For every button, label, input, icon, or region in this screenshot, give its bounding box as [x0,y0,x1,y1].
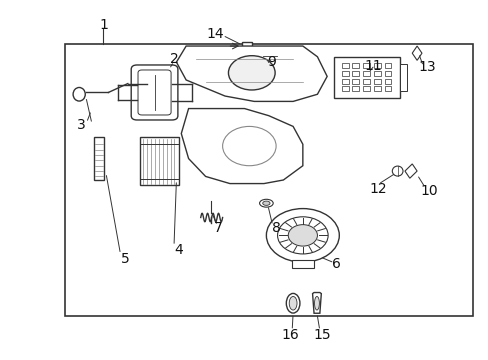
Bar [341,63,348,68]
Bar [341,86,348,91]
Ellipse shape [73,87,85,101]
Text: 4: 4 [174,243,183,257]
Bar [373,78,380,84]
FancyBboxPatch shape [261,47,278,64]
Bar [363,71,369,76]
Circle shape [287,225,317,246]
Bar [384,71,390,76]
Bar [373,86,380,91]
Text: 7: 7 [213,221,222,235]
Text: 15: 15 [313,328,330,342]
Bar [352,71,359,76]
Polygon shape [242,42,251,50]
FancyBboxPatch shape [131,65,178,120]
Polygon shape [176,46,326,102]
Bar [384,86,390,91]
Bar [384,78,390,84]
Bar [352,86,359,91]
Text: 11: 11 [364,59,382,73]
Circle shape [228,56,275,90]
Text: 8: 8 [271,221,280,235]
Text: 10: 10 [420,184,437,198]
Bar [341,71,348,76]
Bar [352,63,359,68]
FancyBboxPatch shape [138,70,171,115]
Bar [373,71,380,76]
Bar [64,44,472,316]
Ellipse shape [259,199,273,207]
Bar [373,63,380,68]
Text: 13: 13 [417,60,435,75]
Bar [363,86,369,91]
Circle shape [266,208,339,262]
Ellipse shape [314,296,319,310]
Bar [341,78,348,84]
Bar [352,78,359,84]
Bar [334,57,399,98]
Bar [140,137,179,185]
Bar [94,137,104,180]
Ellipse shape [262,201,269,205]
Text: 14: 14 [206,27,224,41]
Polygon shape [411,46,421,60]
Circle shape [277,217,327,254]
Ellipse shape [391,166,402,176]
Text: 5: 5 [121,252,129,266]
Polygon shape [181,109,302,184]
Text: 9: 9 [266,55,275,69]
Text: 12: 12 [368,182,386,196]
Text: 3: 3 [77,118,86,132]
Text: 16: 16 [281,328,299,342]
Text: 6: 6 [332,257,341,271]
Bar [399,64,407,91]
Bar [363,78,369,84]
Ellipse shape [286,293,299,313]
Bar [291,260,313,267]
Circle shape [222,126,276,166]
Ellipse shape [288,296,296,310]
Text: 1: 1 [99,18,108,32]
Polygon shape [404,164,416,178]
Polygon shape [312,293,321,313]
Text: 2: 2 [169,51,178,66]
Bar [363,63,369,68]
Bar [384,63,390,68]
